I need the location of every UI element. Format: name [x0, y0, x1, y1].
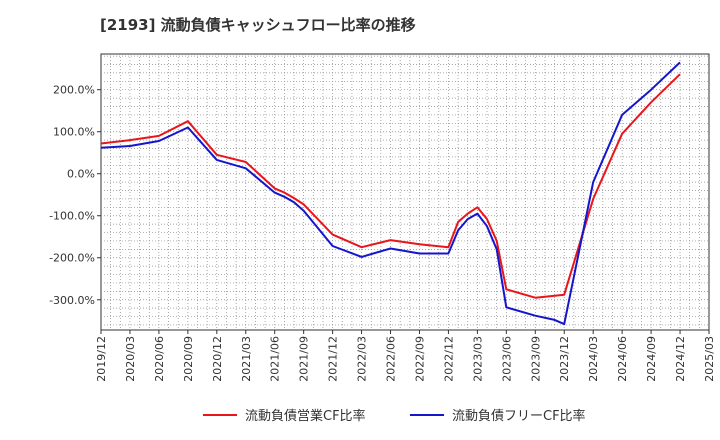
x-tick-label: 2022/09	[413, 336, 426, 382]
series-line-2	[100, 61, 681, 326]
x-axis-ticks: 2019/12 2020/03 2020/06 2020/09 2020/12 2021/…	[95, 330, 716, 382]
x-tick-label: 2021/09	[298, 336, 311, 382]
x-tick-label: 2023/12	[558, 336, 571, 382]
x-tick-label: 2022/06	[385, 336, 398, 382]
x-tick-label: 2023/06	[500, 336, 513, 382]
legend-label-2: 流動負債フリーCF比率	[452, 408, 586, 424]
y-tick-label: -200.0%	[49, 252, 95, 265]
chart-title: [2193] 流動負債キャッシュフロー比率の推移	[100, 16, 416, 34]
x-tick-label: 2024/12	[674, 336, 687, 382]
x-tick-label: 2024/09	[645, 336, 658, 382]
x-tick-label: 2024/06	[616, 336, 629, 382]
x-tick-label: 2020/06	[153, 336, 166, 382]
series-line-1	[100, 73, 681, 299]
x-tick-label: 2021/06	[269, 336, 282, 382]
x-tick-label: 2023/09	[529, 336, 542, 382]
x-tick-label: 2024/03	[587, 336, 600, 382]
legend-label-1: 流動負債営業CF比率	[245, 408, 366, 424]
x-tick-label: 2021/12	[327, 336, 340, 382]
y-tick-label: -300.0%	[49, 294, 95, 307]
y-tick-label: 200.0%	[53, 84, 95, 97]
y-gridlines	[101, 55, 709, 326]
x-tick-label: 2025/03	[703, 336, 716, 382]
legend: 流動負債営業CF比率 流動負債フリーCF比率	[203, 408, 586, 424]
y-tick-label: -100.0%	[49, 210, 95, 223]
series-lines	[100, 61, 681, 326]
y-tick-label: 100.0%	[53, 126, 95, 139]
y-axis-ticks: 200.0% 100.0% 0.0% -100.0% -200.0% -300.0%	[49, 84, 101, 307]
x-tick-label: 2022/03	[356, 336, 369, 382]
x-tick-label: 2021/03	[240, 336, 253, 382]
y-tick-label: 0.0%	[67, 168, 95, 181]
x-tick-label: 2022/12	[442, 336, 455, 382]
x-tick-label: 2019/12	[95, 336, 108, 382]
x-tick-label: 2020/09	[182, 336, 195, 382]
x-tick-label: 2020/03	[124, 336, 137, 382]
plot-area	[100, 53, 710, 331]
x-tick-label: 2020/12	[211, 336, 224, 382]
x-tick-label: 2023/03	[471, 336, 484, 382]
